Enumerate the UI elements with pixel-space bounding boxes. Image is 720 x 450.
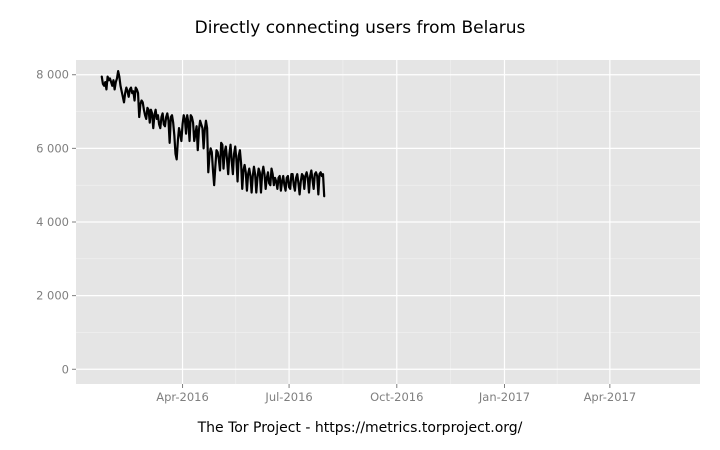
series-layer xyxy=(100,69,326,198)
y-axis: 0 2 000 4 000 6 000 8 000 xyxy=(36,68,76,376)
y-tick-label: 2 000 xyxy=(36,289,69,303)
chart-title: Directly connecting users from Belarus xyxy=(194,18,526,38)
y-tick-label: 8 000 xyxy=(36,68,69,82)
y-tick-label: 4 000 xyxy=(36,215,69,229)
major-grid xyxy=(76,60,700,384)
y-tick-label: 0 xyxy=(62,362,69,376)
x-tick-label: Jan-2017 xyxy=(478,390,530,404)
y-tick-label: 6 000 xyxy=(36,141,69,155)
x-tick-label: Apr-2017 xyxy=(584,390,637,404)
x-tick-label: Jul-2016 xyxy=(264,390,312,404)
chart-caption: The Tor Project - https://metrics.torpro… xyxy=(197,420,523,436)
x-axis: Apr-2016 Jul-2016 Oct-2016 Jan-2017 Apr-2017 xyxy=(156,384,636,404)
x-tick-label: Oct-2016 xyxy=(370,390,423,404)
x-tick-label: Apr-2016 xyxy=(156,390,209,404)
series-line xyxy=(100,69,326,198)
